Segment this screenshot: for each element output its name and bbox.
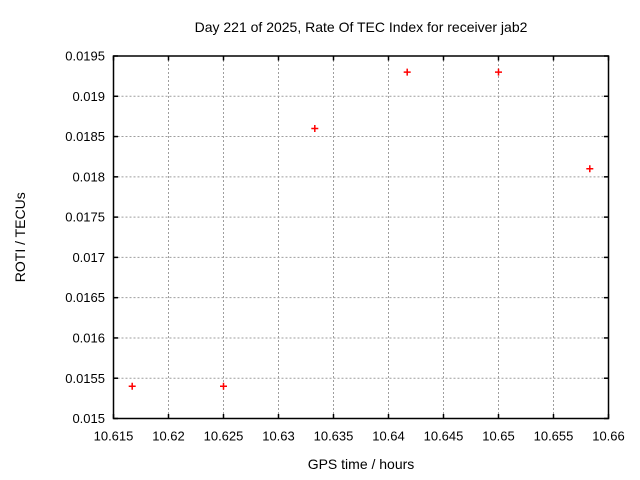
x-tick-label: 10.635 — [314, 429, 354, 444]
x-tick-label: 10.625 — [204, 429, 244, 444]
data-point-marker — [495, 68, 502, 76]
y-tick-label: 0.016 — [72, 330, 105, 345]
y-tick-label: 0.0175 — [65, 210, 105, 225]
data-point-marker — [586, 165, 594, 173]
y-axis-label: ROTI / TECUs — [12, 192, 28, 282]
data-point-marker — [128, 382, 136, 390]
y-tick-label: 0.019 — [72, 89, 105, 104]
x-tick-label: 10.62 — [152, 429, 185, 444]
x-tick-label: 10.66 — [592, 429, 625, 444]
x-tick-label: 10.64 — [372, 429, 405, 444]
y-tick-label: 0.0165 — [65, 290, 105, 305]
y-tick-label: 0.0185 — [65, 129, 105, 144]
y-tick-label: 0.0155 — [65, 371, 105, 386]
chart-title: Day 221 of 2025, Rate Of TEC Index for r… — [195, 19, 528, 35]
data-point-marker — [403, 68, 411, 76]
data-point-marker — [311, 125, 319, 132]
x-tick-label: 10.615 — [94, 429, 134, 444]
plot-border — [112, 55, 610, 420]
x-tick-label: 10.645 — [424, 429, 464, 444]
x-tick-label: 10.655 — [534, 429, 574, 444]
y-tick-label: 0.017 — [72, 250, 105, 265]
x-tick-label: 10.65 — [482, 429, 515, 444]
y-tick-label: 0.0195 — [65, 49, 105, 64]
y-tick-label: 0.018 — [72, 169, 105, 184]
y-tick-label: 0.015 — [72, 411, 105, 426]
x-tick-label: 10.63 — [262, 429, 295, 444]
data-point-marker — [220, 382, 227, 390]
x-axis-label: GPS time / hours — [308, 456, 415, 472]
